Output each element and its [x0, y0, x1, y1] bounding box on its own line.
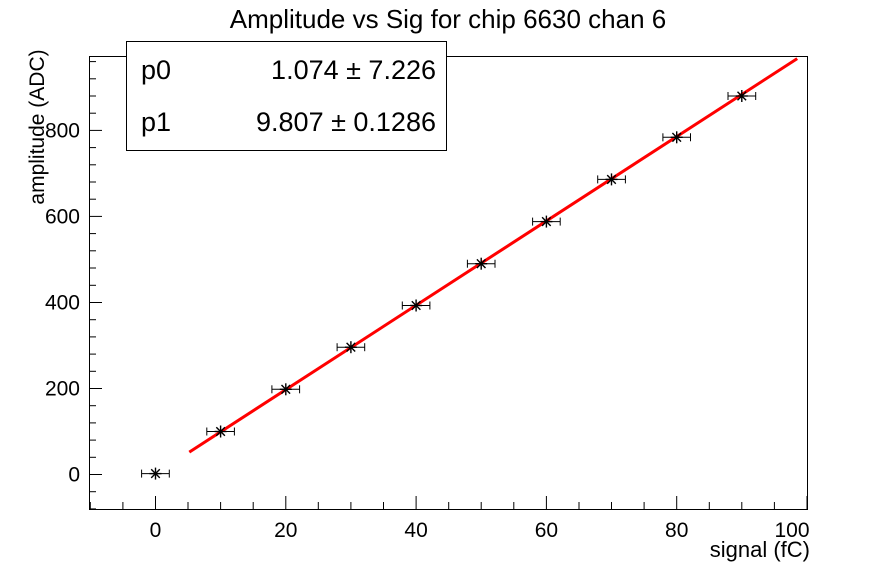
y-tick-label: 0: [68, 464, 80, 487]
marker-spoke-d2: [215, 426, 226, 437]
marker-spoke-d2: [541, 216, 552, 227]
marker-spoke-d2: [281, 384, 291, 395]
data-point: [466, 257, 496, 270]
data-point: [401, 299, 431, 312]
marker-spoke-d2: [606, 174, 617, 185]
fit-line: [188, 57, 799, 454]
stats-row-p0: p0 1.074 ± 7.226: [141, 55, 436, 86]
y-tick-label: 200: [45, 378, 80, 401]
data-point: [336, 341, 366, 354]
marker-spoke-d2: [671, 132, 682, 143]
x-axis-title: signal (fC): [709, 537, 810, 562]
stats-param-name: p0: [141, 54, 172, 85]
x-tick-label: 80: [665, 519, 688, 542]
data-point: [662, 131, 691, 144]
marker-spoke-d2: [346, 342, 356, 352]
plot-title: Amplitude vs Sig for chip 6630 chan 6: [229, 4, 667, 34]
stats-param-value: 1.074 ± 7.226: [271, 54, 436, 85]
stats-param-name: p1: [141, 106, 172, 137]
x-tick-label: 20: [274, 519, 297, 542]
stats-box: p0 1.074 ± 7.226 p1 9.807 ± 0.1286: [126, 41, 447, 151]
marker-spoke-d2: [737, 91, 747, 101]
x-tick-label: 100: [774, 519, 809, 542]
data-point: [532, 215, 561, 228]
x-tick-label: 0: [150, 519, 162, 542]
y-tick-label: 800: [45, 119, 80, 142]
stats-row-p1: p1 9.807 ± 0.1286: [141, 107, 436, 138]
data-point: [206, 425, 235, 438]
data-point: [271, 383, 301, 396]
data-point: [597, 173, 626, 186]
data-point: [727, 90, 757, 102]
stats-param-value: 9.807 ± 0.1286: [256, 106, 436, 137]
x-tick-label: 40: [404, 519, 427, 542]
marker-spoke-d2: [476, 258, 486, 269]
fit-line-segment: [188, 57, 799, 454]
marker-spoke-d2: [150, 468, 161, 479]
y-tick-label: 600: [45, 205, 80, 228]
x-tick-label: 60: [535, 519, 558, 542]
y-axis-title: amplitude (ADC): [26, 49, 49, 205]
plot-frame: [89, 56, 808, 510]
marker-spoke-d2: [411, 300, 421, 311]
data-point: [141, 467, 170, 480]
y-tick-label: 400: [45, 292, 80, 315]
